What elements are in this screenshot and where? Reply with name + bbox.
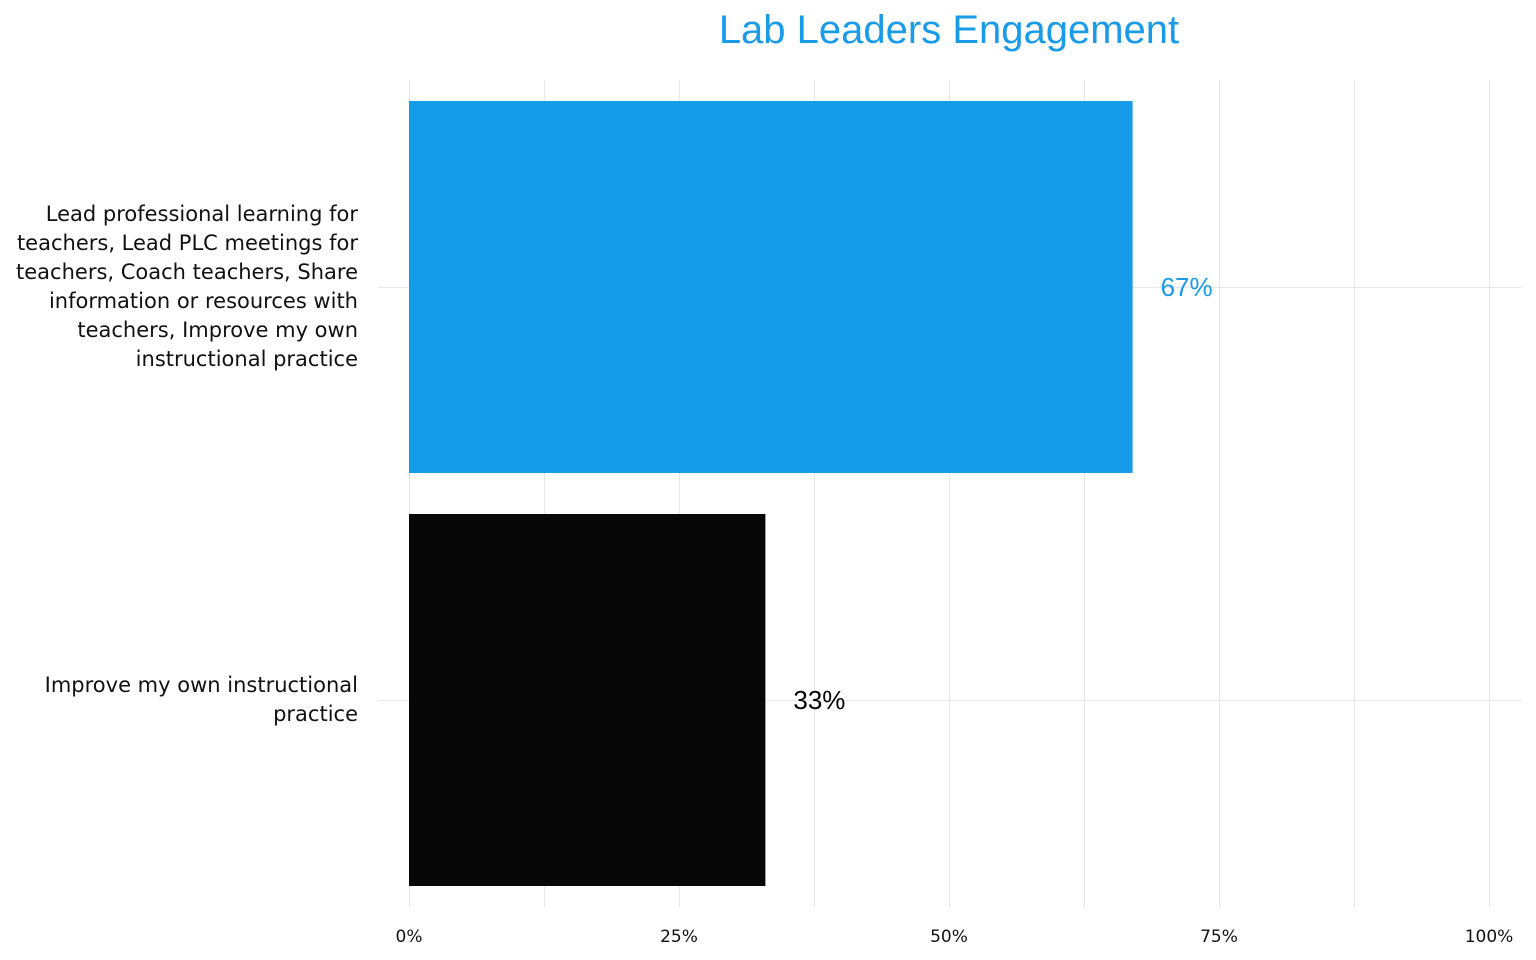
bar	[409, 514, 766, 886]
bar	[409, 101, 1133, 473]
x-tick-label: 0%	[396, 927, 423, 947]
x-tick-label: 25%	[660, 927, 698, 947]
category-label: Lead professional learning for teachers,…	[16, 202, 358, 371]
x-tick-label: 100%	[1465, 927, 1514, 947]
x-tick-label: 75%	[1200, 927, 1238, 947]
chart-title: Lab Leaders Engagement	[718, 8, 1180, 52]
data-label: 33%	[793, 685, 845, 715]
data-label: 67%	[1161, 272, 1213, 302]
x-tick-label: 50%	[930, 927, 968, 947]
category-label: Improve my own instructional practice	[44, 673, 358, 726]
